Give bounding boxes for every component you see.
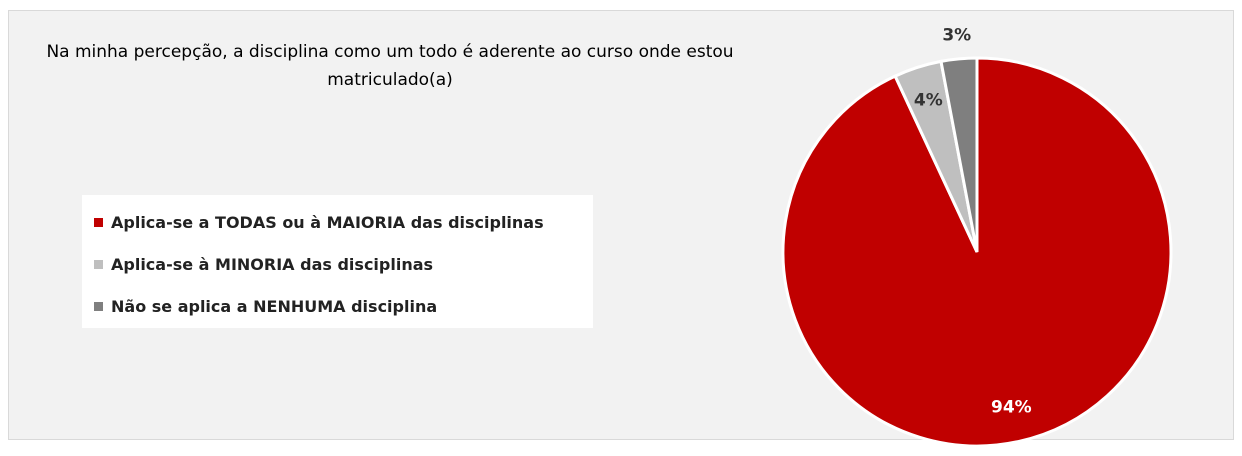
legend-label: Aplica-se à MINORIA das disciplinas <box>111 255 434 274</box>
legend-swatch <box>94 260 103 269</box>
data-label: 94% <box>991 397 1032 417</box>
pie-slice <box>939 56 979 253</box>
legend-item: Aplica-se a TODAS ou à MAIORIA das disci… <box>94 213 544 232</box>
chart-title: Na minha percepção, a disciplina como um… <box>46 42 734 90</box>
legend: Aplica-se a TODAS ou à MAIORIA das disci… <box>82 195 593 328</box>
legend-swatch <box>94 218 103 227</box>
legend-swatch <box>94 302 103 311</box>
legend-label: Não se aplica a NENHUMA disciplina <box>111 297 438 316</box>
legend-label: Aplica-se a TODAS ou à MAIORIA das disci… <box>111 213 544 232</box>
legend-item: Aplica-se à MINORIA das disciplinas <box>94 255 433 274</box>
legend-item: Não se aplica a NENHUMA disciplina <box>94 297 437 316</box>
data-label: 4% <box>914 91 943 111</box>
data-label: 3% <box>942 26 971 46</box>
